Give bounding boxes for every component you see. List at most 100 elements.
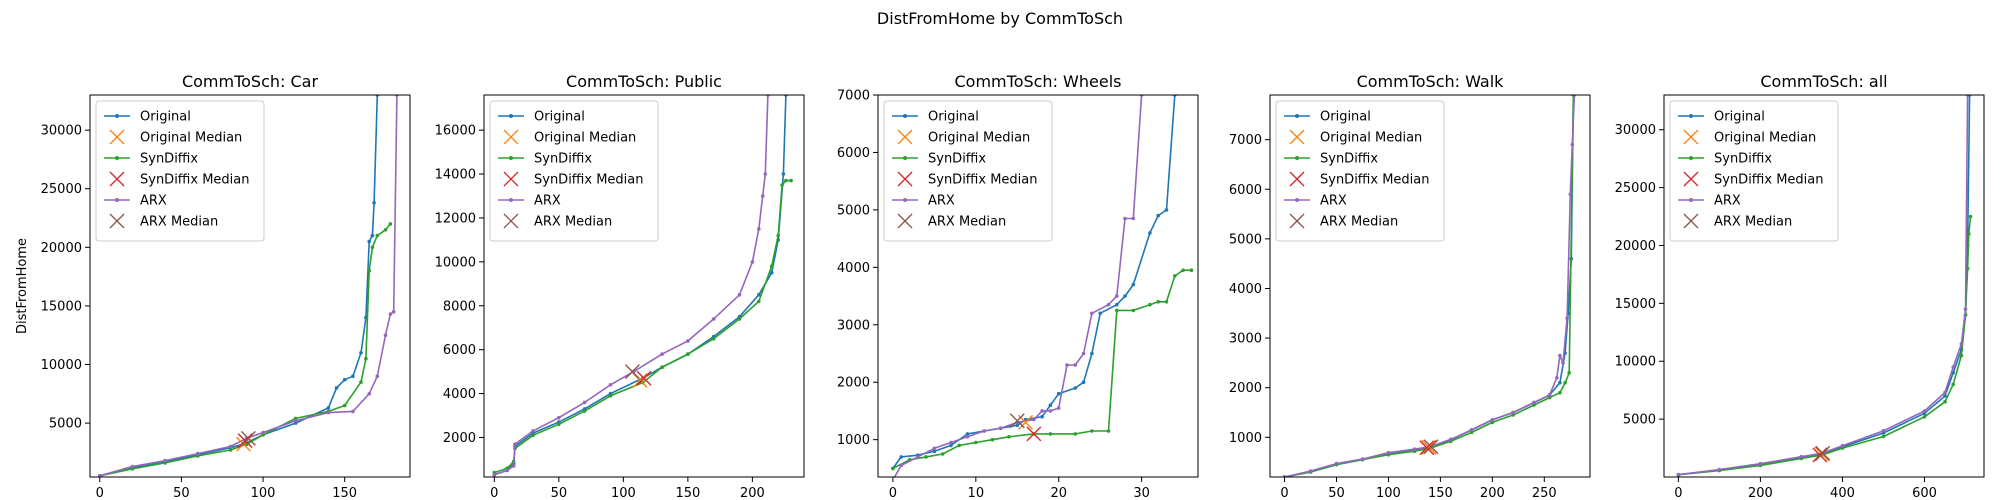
data-point: [1532, 403, 1536, 407]
median-marker: [632, 372, 648, 388]
data-point: [1558, 353, 1562, 358]
data-point: [1308, 469, 1313, 473]
x-tick-label: 0: [96, 486, 104, 500]
data-point: [757, 293, 761, 297]
data-point: [1532, 400, 1536, 405]
legend-marker: [1295, 114, 1299, 118]
legend-item: ARX: [1678, 194, 1741, 209]
data-point: [531, 429, 535, 433]
legend-label: Original Median: [1714, 131, 1816, 146]
data-point: [1758, 461, 1763, 466]
y-axis-label: DistFromHome: [15, 238, 30, 334]
data-point: [1156, 300, 1160, 304]
data-point: [899, 455, 903, 459]
data-point: [1840, 443, 1845, 448]
legend-label: SynDiffix: [1320, 152, 1378, 167]
data-point: [1090, 311, 1094, 316]
data-point: [957, 443, 961, 448]
data-point: [511, 464, 516, 468]
data-point: [1511, 413, 1515, 417]
y-tick-label: 30000: [1615, 123, 1656, 138]
data-point: [608, 383, 613, 387]
series-syndiffix: [891, 268, 1194, 471]
y-tick-label: 2000: [443, 431, 476, 446]
panel-title: CommToSch: all: [1760, 72, 1887, 91]
legend-label: ARX: [928, 194, 955, 209]
data-point: [1181, 268, 1185, 273]
data-point: [326, 406, 331, 410]
legend-item: SynDiffix Median: [897, 171, 1037, 188]
data-point: [1511, 410, 1515, 415]
legend-item: ARX Median: [109, 213, 218, 230]
series-arx: [1676, 95, 1970, 477]
data-point: [1164, 208, 1169, 212]
panel-title: CommToSch: Car: [182, 72, 319, 91]
data-point: [1115, 294, 1119, 298]
data-point: [1123, 294, 1127, 298]
legend-label: Original: [534, 110, 585, 125]
median-stroke: [1026, 426, 1042, 442]
median-marker: [1812, 447, 1828, 463]
x-tick-label: 0: [1280, 486, 1288, 500]
y-tick-label: 20000: [41, 241, 82, 256]
y-tick-label: 10000: [435, 255, 476, 270]
legend-box: [883, 100, 1053, 242]
y-tick-label: 7000: [1229, 133, 1262, 148]
data-point: [916, 455, 920, 459]
y-tick-label: 15000: [41, 299, 82, 314]
median-stroke: [624, 364, 640, 380]
legend-marker: [897, 129, 913, 145]
legend-item: ARX Median: [1683, 213, 1792, 230]
data-point: [375, 233, 380, 238]
data-point: [1073, 432, 1078, 436]
median-stroke: [1815, 445, 1831, 461]
legend-label: SynDiffix: [1714, 152, 1772, 167]
data-point: [1040, 409, 1044, 413]
data-point: [1469, 428, 1474, 432]
data-point: [359, 351, 363, 355]
data-point: [760, 194, 765, 198]
data-point: [388, 312, 393, 316]
median-marker: [624, 364, 640, 380]
legend-item: ARX Median: [897, 213, 1006, 230]
data-point: [949, 440, 953, 445]
legend-marker: [109, 129, 125, 145]
data-point: [1943, 394, 1947, 398]
data-point: [1412, 447, 1417, 452]
panel-title: CommToSch: Wheels: [955, 72, 1122, 91]
panel-1: CommToSch: Car 0 50 100 150 5000 10000 15000 200…: [15, 72, 411, 500]
data-point: [998, 426, 1003, 431]
y-tick-label: 4000: [837, 261, 870, 276]
legend-box: [1275, 100, 1445, 242]
median-marker: [1421, 439, 1437, 455]
data-point: [370, 233, 375, 238]
data-point: [769, 264, 774, 269]
legend-label: ARX: [1320, 194, 1347, 209]
series-line: [494, 95, 769, 476]
legend-marker: [1683, 171, 1699, 187]
series-arx: [98, 95, 399, 477]
data-point: [660, 352, 664, 356]
data-point: [1717, 467, 1722, 472]
legend: Original Original Median SynDiffix SynDiffi…: [1669, 100, 1839, 242]
panel-title: CommToSch: Public: [566, 72, 722, 91]
legend-marker: [115, 156, 119, 160]
data-point: [383, 228, 388, 232]
legend-marker: [503, 129, 519, 145]
legend-label: ARX Median: [928, 215, 1006, 230]
legend-marker: [1689, 114, 1693, 118]
data-point: [686, 352, 690, 356]
data-point: [1073, 363, 1078, 367]
legend-item: SynDiffix: [892, 152, 986, 167]
x-tick-label: 400: [1830, 486, 1855, 500]
legend-marker: [1295, 156, 1299, 160]
data-point: [1007, 435, 1011, 439]
data-point: [1334, 461, 1339, 466]
legend-label: SynDiffix: [534, 152, 592, 167]
y-tick-label: 30000: [41, 124, 82, 139]
y-tick-label: 6000: [837, 146, 870, 161]
legend-item: Original: [892, 110, 979, 125]
data-point: [1561, 361, 1565, 365]
